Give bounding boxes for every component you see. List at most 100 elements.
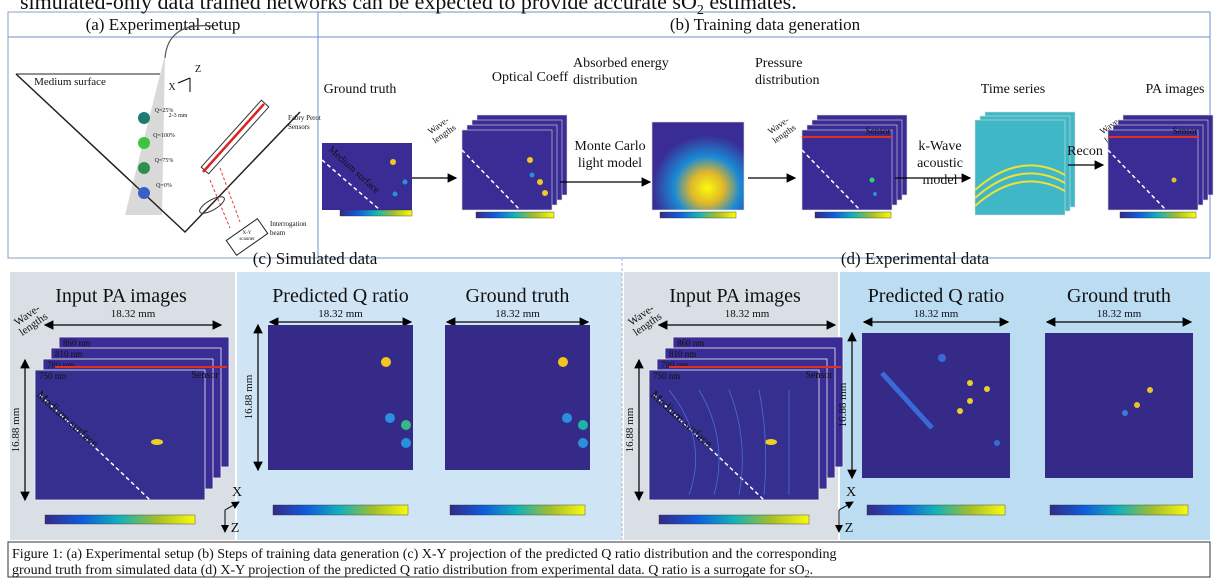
axis-label: X (168, 82, 176, 93)
label: Sensor (191, 370, 219, 381)
axis-label: Z (231, 521, 240, 536)
dimension: 18.32 mm (111, 308, 156, 320)
model-label: model (923, 173, 958, 188)
image (649, 370, 819, 500)
image (862, 333, 1010, 478)
label: Sensors (288, 123, 310, 131)
inclusion (403, 180, 408, 185)
image (802, 130, 892, 210)
dimension: 18.32 mm (725, 308, 770, 320)
inclusion (1147, 387, 1153, 393)
caption: Figure 1: (a) Experimental setup (b) Ste… (12, 547, 836, 562)
axis-label: Z (195, 64, 201, 75)
caption-end: . (810, 563, 814, 578)
inclusion (562, 413, 572, 423)
colorbar (45, 515, 195, 524)
image (35, 370, 205, 500)
label: Sensor (866, 126, 891, 136)
inclusion (393, 192, 398, 197)
sub-title: Input PA images (669, 285, 801, 307)
sub-title: Ground truth (1067, 285, 1171, 307)
label: scanner (239, 237, 255, 242)
page: {"top_text": {"main": "simulated-only da… (0, 0, 1215, 578)
inclusion (984, 386, 990, 392)
image (975, 120, 1065, 215)
dimension: 18.32 mm (318, 308, 363, 320)
label: Q=25% (155, 108, 174, 114)
panel-title: (a) Experimental setup (86, 15, 241, 34)
label: Medium surface (34, 76, 106, 88)
top-text-end: estimates. (704, 0, 797, 14)
inclusion (542, 190, 548, 196)
inclusion (527, 157, 533, 163)
panel-title: (d) Experimental data (841, 249, 990, 268)
dimension: 16.88 mm (10, 407, 22, 452)
inclusion (870, 178, 875, 183)
colorbar (815, 212, 891, 218)
inclusion (1134, 402, 1140, 408)
step-title: Pressure (755, 56, 802, 71)
step-title: Optical Coeff (492, 70, 569, 85)
inclusion (138, 162, 150, 174)
label: beam (270, 229, 286, 237)
model-label: acoustic (917, 156, 963, 171)
inclusion (1172, 178, 1177, 183)
inclusion (385, 413, 395, 423)
inclusion (138, 187, 150, 199)
wavelength: 810 nm (669, 349, 696, 359)
inclusion (390, 159, 396, 165)
inclusion (994, 440, 1000, 446)
figure: simulated-only data trained networks can… (0, 0, 1215, 578)
colorbar (659, 515, 809, 524)
dimension: 16.88 mm (837, 382, 849, 427)
inclusion (1122, 410, 1128, 416)
wavelength: 750 nm (653, 371, 680, 381)
step-title: Ground truth (324, 82, 397, 97)
laser (220, 168, 240, 222)
label: Sensor (805, 370, 833, 381)
image (652, 122, 744, 210)
inclusion (530, 173, 535, 178)
sub-title: Input PA images (55, 285, 187, 307)
axis (178, 78, 190, 83)
inclusion (938, 354, 946, 362)
caption-main: ground truth from simulated data (d) X-Y… (12, 563, 805, 578)
step-title: distribution (755, 73, 820, 88)
label: Q=100% (153, 133, 175, 139)
inclusion (558, 357, 568, 367)
colorbar (867, 505, 1005, 515)
dimension: 16.88 mm (243, 374, 255, 419)
caption: ground truth from simulated data (d) X-Y… (12, 563, 813, 578)
dimension: 18.32 mm (1097, 308, 1142, 320)
label: Fabry Perot (288, 114, 321, 122)
step-title: PA images (1146, 82, 1205, 97)
colorbar (476, 212, 554, 218)
step-title: distribution (573, 73, 638, 88)
sub-title: Ground truth (466, 285, 570, 307)
sensor-red (203, 104, 264, 172)
label: X-Y (243, 231, 252, 236)
panel-title: (b) Training data generation (670, 15, 861, 34)
colorbar (450, 505, 585, 515)
axis-label: X (232, 485, 242, 500)
image (462, 130, 552, 210)
wavelength: 750 nm (39, 371, 66, 381)
panel-title: (c) Simulated data (253, 249, 378, 268)
top-text-main: simulated-only data trained networks can… (20, 0, 697, 14)
axis-label: X (846, 485, 856, 500)
label: Q=0% (156, 183, 172, 189)
step-title: Absorbed energy (573, 56, 669, 71)
colorbar (1050, 505, 1188, 515)
image (1045, 333, 1193, 478)
inclusion (401, 438, 411, 448)
model-label: Recon (1067, 144, 1103, 159)
colorbar (1120, 212, 1196, 218)
image (268, 325, 413, 470)
inclusion (401, 420, 411, 430)
step-title: Time series (981, 82, 1045, 97)
wavelength: 780 nm (47, 360, 74, 370)
inclusion (138, 137, 150, 149)
panel-b-frame (318, 12, 1210, 258)
inclusion (578, 438, 588, 448)
dimension: 16.88 mm (624, 407, 636, 452)
